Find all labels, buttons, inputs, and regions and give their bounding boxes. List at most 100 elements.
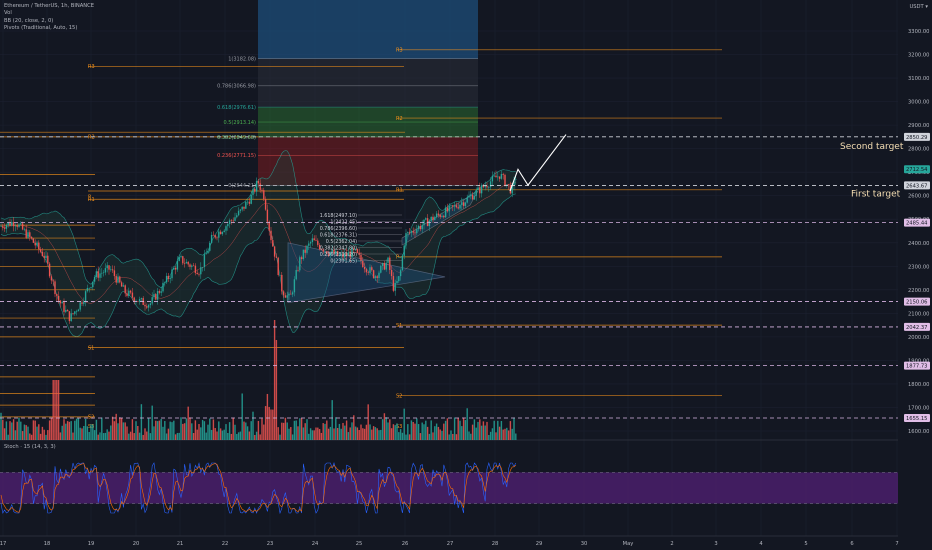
second-target-label: Second target: [840, 142, 904, 152]
candle: [291, 290, 294, 298]
fib-small-label: 1(2422.45): [330, 219, 357, 225]
candle-body: [279, 274, 281, 276]
target-annotations: Second target First target: [840, 142, 904, 200]
candle-body: [324, 251, 326, 252]
candle: [376, 275, 378, 283]
fib-label: 0.618(2976.61): [217, 105, 256, 111]
candle: [59, 299, 62, 308]
candle-body: [281, 274, 283, 292]
candle-body: [311, 238, 314, 243]
volume-bar: [14, 430, 17, 440]
candle: [119, 275, 121, 284]
candle-body: [207, 250, 209, 254]
candle: [383, 260, 386, 271]
candle: [50, 274, 53, 284]
volume-bar: [259, 434, 261, 440]
candle: [432, 213, 434, 223]
fib-box-blue: [258, 0, 478, 59]
candle: [428, 219, 431, 232]
candle: [493, 171, 495, 177]
candle-body: [221, 231, 224, 235]
volume-bar: [99, 432, 101, 440]
candle-body: [126, 293, 128, 296]
price-tick: 2100.00: [908, 311, 929, 317]
volume-bar: [273, 320, 276, 440]
volume-bar: [430, 420, 432, 440]
candle-body: [228, 220, 231, 225]
legend-bb: BB (20, close, 2, 0): [4, 17, 54, 24]
candle-body: [66, 309, 69, 312]
volume-bar: [102, 433, 105, 440]
volume-bar: [133, 433, 135, 440]
candle: [75, 309, 78, 316]
volume-bar: [142, 434, 144, 440]
volume-bar: [317, 427, 319, 440]
volume-bar: [513, 417, 515, 440]
fib-small-label: 0.5(2362.04): [326, 239, 357, 245]
candle-body: [147, 305, 150, 308]
price-tick: 1900.00: [908, 358, 929, 364]
candle: [398, 276, 400, 283]
candle-body: [497, 176, 499, 178]
volume-bar: [320, 432, 323, 440]
candle-body: [461, 202, 463, 205]
candle: [124, 284, 126, 297]
fib-small-label: 0.236(2330.20): [320, 252, 357, 258]
volume-bar: [156, 421, 159, 440]
candle-body: [185, 261, 188, 264]
price-tick: 3100.00: [908, 76, 929, 82]
candle-body: [59, 300, 62, 304]
fib-small-label: 1.618(2497.10): [320, 213, 357, 219]
candle-body: [491, 175, 494, 182]
candle: [430, 216, 432, 223]
candle-body: [29, 232, 31, 237]
candle: [459, 203, 461, 211]
volume-bar: [39, 433, 42, 440]
volume-bar: [5, 421, 8, 440]
candle-body: [331, 250, 333, 253]
candle-body: [390, 269, 393, 277]
volume-bar: [131, 419, 134, 440]
candle: [315, 235, 317, 242]
candle: [362, 257, 364, 268]
candle: [137, 301, 139, 303]
candle: [338, 251, 341, 257]
volume-bar: [479, 419, 481, 440]
candle-body: [470, 195, 472, 197]
candle: [83, 297, 85, 307]
candle: [203, 249, 206, 271]
volume-bar: [335, 417, 337, 440]
candle: [56, 293, 58, 302]
candle: [72, 312, 74, 316]
candle: [363, 262, 366, 273]
candle: [30, 236, 33, 240]
candle-body: [446, 207, 449, 212]
price-tick: 2900.00: [908, 123, 929, 129]
volume-bar: [279, 434, 281, 440]
candle: [209, 240, 211, 253]
volume-bar: [50, 417, 53, 440]
volume-bar: [340, 428, 342, 440]
candle: [173, 265, 175, 270]
pivot-label: R1: [396, 188, 403, 194]
volume-bar: [365, 424, 368, 440]
candle-body: [41, 251, 44, 257]
currency-badge[interactable]: USDT ▾: [909, 4, 928, 10]
candle: [441, 212, 443, 218]
volume-bar: [338, 423, 341, 440]
candle: [351, 247, 353, 258]
candle-body: [38, 242, 40, 250]
candle-body: [113, 270, 116, 277]
volume-bar: [84, 418, 87, 440]
candle-body: [354, 249, 357, 250]
candle: [225, 224, 227, 235]
volume-bar: [196, 429, 198, 440]
first-target-label: First target: [851, 190, 901, 200]
candle-body: [47, 255, 49, 264]
candle-body: [326, 251, 328, 254]
volume-bar: [401, 432, 404, 440]
volume-bar: [300, 418, 303, 440]
volume-bar: [83, 425, 85, 440]
candle-body: [43, 256, 45, 259]
